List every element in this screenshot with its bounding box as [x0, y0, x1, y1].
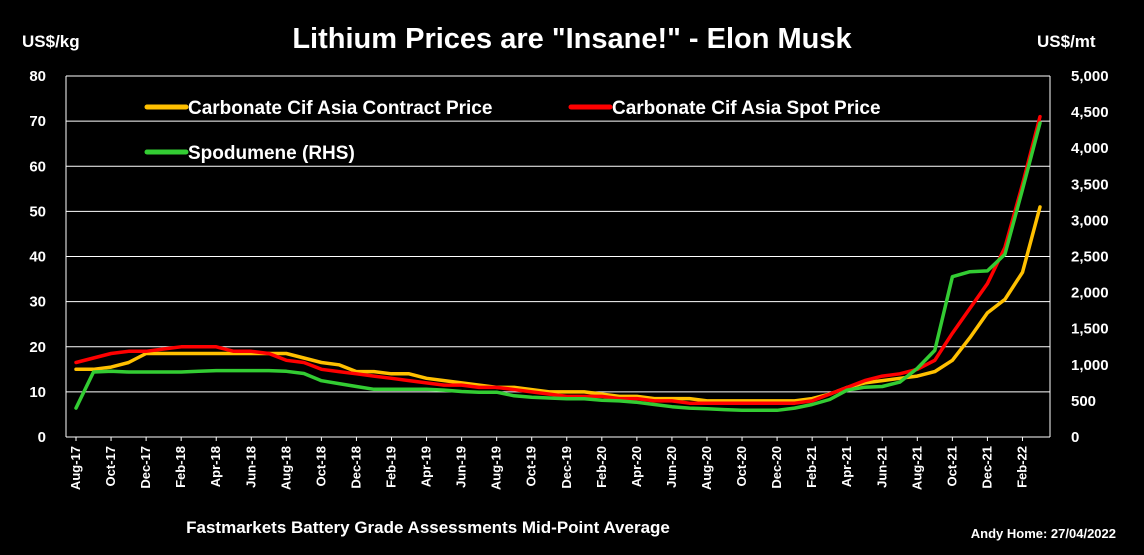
source-note: Fastmarkets Battery Grade Assessments Mi… [186, 518, 670, 537]
legend-label-contract: Carbonate Cif Asia Contract Price [188, 98, 492, 119]
left-tick-label-6: 60 [29, 158, 46, 175]
left-axis-unit-label: US$/kg [22, 32, 80, 51]
right-tick-label-9: 4,500 [1071, 104, 1109, 121]
left-tick-label-5: 50 [29, 203, 46, 220]
x-tick-label-18: Aug-20 [699, 446, 714, 490]
chart-title: Lithium Prices are "Insane!" - Elon Musk [292, 23, 852, 55]
x-tick-label-19: Oct-20 [734, 446, 749, 486]
x-axis-ticks: Aug-17 Oct-17 Dec-17 Feb-18 Apr-18 Jun-18 Aug-… [68, 437, 1029, 490]
legend-label-spodumene: Spodumene (RHS) [188, 143, 355, 164]
x-tick-label-15: Feb-20 [594, 446, 609, 488]
x-tick-label-11: Jun-19 [454, 446, 469, 488]
left-tick-label-7: 70 [29, 113, 46, 130]
author-credit: Andy Home: 27/04/2022 [971, 526, 1116, 541]
left-tick-label-8: 80 [29, 68, 46, 85]
x-tick-label-27: Feb-22 [1014, 446, 1029, 488]
x-tick-label-8: Dec-18 [348, 446, 363, 489]
x-tick-label-10: Apr-19 [419, 446, 434, 487]
right-tick-label-3: 1,500 [1071, 321, 1109, 338]
x-tick-label-6: Aug-18 [278, 446, 293, 490]
legend-item-contract[interactable]: Carbonate Cif Asia Contract Price [144, 98, 492, 119]
left-tick-label-1: 10 [29, 384, 46, 401]
x-tick-label-20: Dec-20 [769, 446, 784, 489]
right-tick-label-8: 4,000 [1071, 140, 1109, 157]
x-tick-label-13: Oct-19 [524, 446, 539, 486]
x-tick-label-7: Oct-18 [313, 446, 328, 486]
series-line-0 [74, 205, 1042, 403]
x-tick-label-1: Oct-17 [103, 446, 118, 486]
right-tick-label-2: 1,000 [1071, 357, 1109, 374]
x-tick-label-22: Apr-21 [839, 446, 854, 487]
left-tick-label-4: 40 [29, 249, 46, 266]
gridlines [65, 75, 1051, 438]
x-tick-label-4: Apr-18 [208, 446, 223, 487]
x-tick-label-5: Jun-18 [243, 446, 258, 488]
legend-item-spot[interactable]: Carbonate Cif Asia Spot Price [568, 98, 881, 119]
right-tick-label-5: 2,500 [1071, 249, 1109, 266]
left-tick-label-0: 0 [38, 429, 46, 446]
left-tick-label-2: 20 [29, 339, 46, 356]
x-tick-label-17: Jun-20 [664, 446, 679, 488]
x-tick-label-24: Aug-21 [909, 446, 924, 490]
x-tick-label-21: Feb-21 [804, 446, 819, 488]
legend-item-spodumene[interactable]: Spodumene (RHS) [144, 143, 355, 164]
x-tick-label-25: Oct-21 [944, 446, 959, 486]
right-tick-label-6: 3,000 [1071, 212, 1109, 229]
x-tick-label-9: Feb-19 [383, 446, 398, 488]
right-tick-label-7: 3,500 [1071, 176, 1109, 193]
right-tick-label-4: 2,000 [1071, 285, 1109, 302]
right-y-axis-ticks: 0 500 1,000 1,500 2,000 2,500 3,000 3,500 4,000 4… [1071, 68, 1109, 446]
series-line-2 [74, 121, 1042, 413]
legend: Carbonate Cif Asia Contract Price Carbon… [144, 98, 881, 164]
x-tick-label-3: Feb-18 [173, 446, 188, 488]
x-tick-label-2: Dec-17 [138, 446, 153, 489]
left-y-axis-ticks: 0 10 20 30 40 50 60 70 80 [29, 68, 46, 446]
x-tick-label-26: Dec-21 [979, 446, 994, 489]
right-tick-label-0: 0 [1071, 429, 1079, 446]
legend-label-spot: Carbonate Cif Asia Spot Price [612, 98, 881, 119]
right-tick-label-10: 5,000 [1071, 68, 1109, 85]
x-tick-label-0: Aug-17 [68, 446, 83, 490]
right-axis-unit-label: US$/mt [1037, 32, 1096, 51]
x-tick-label-14: Dec-19 [559, 446, 574, 489]
x-tick-label-23: Jun-21 [874, 446, 889, 488]
x-tick-label-16: Apr-20 [629, 446, 644, 487]
series-lines [74, 114, 1042, 413]
x-tick-label-12: Aug-19 [489, 446, 504, 490]
series-line-1 [74, 114, 1042, 405]
left-tick-label-3: 30 [29, 294, 46, 311]
right-tick-label-1: 500 [1071, 393, 1096, 410]
